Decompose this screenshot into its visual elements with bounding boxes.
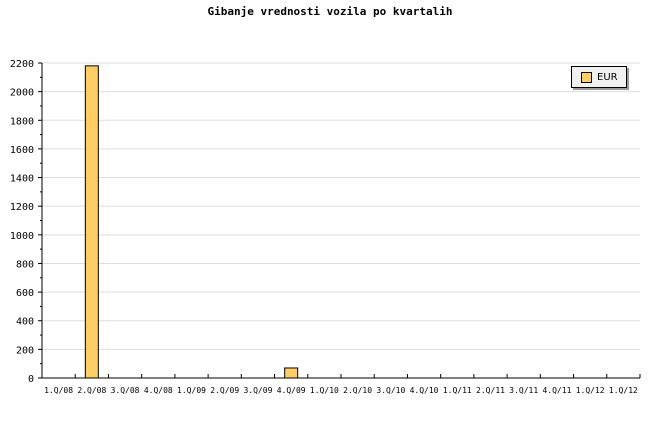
x-tick-label: 4.Q/08 [144,386,173,395]
x-tick-label: 1.Q/12 [609,386,638,395]
y-tick-label: 0 [28,374,34,385]
y-tick-label: 800 [16,259,34,270]
x-tick-label: 2.Q/08 [77,386,106,395]
x-tick-label: 3.Q/11 [509,386,538,395]
y-tick-label: 1200 [10,202,34,213]
x-tick-label: 1.Q/12 [576,386,605,395]
x-tick-label: 2.Q/10 [343,386,372,395]
bar [284,367,299,379]
x-tick-label: 1.Q/11 [443,386,472,395]
x-tick-label: 3.Q/09 [243,386,272,395]
y-tick-label: 400 [16,317,34,328]
y-tick-label: 1800 [10,116,34,127]
x-tick-label: 1.Q/09 [177,386,206,395]
bar [84,65,99,379]
y-tick-label: 200 [16,345,34,356]
x-tick-label: 4.Q/11 [542,386,571,395]
y-tick-label: 1600 [10,145,34,156]
legend-label-eur: EUR [597,71,618,83]
x-tick-label: 3.Q/08 [111,386,140,395]
y-tick-label: 1000 [10,231,34,242]
legend: EUR [571,66,627,88]
y-tick-label: 2200 [10,59,34,70]
x-tick-label: 3.Q/10 [376,386,405,395]
legend-swatch-eur [581,71,592,83]
x-tick-label: 2.Q/09 [210,386,239,395]
y-tick-label: 1400 [10,174,34,185]
x-tick-label: 1.Q/08 [44,386,73,395]
y-tick-label: 600 [16,288,34,299]
x-tick-label: 4.Q/09 [277,386,306,395]
x-tick-label: 1.Q/10 [310,386,339,395]
y-tick-label: 2000 [10,88,34,99]
chart-title: Gibanje vrednosti vozila po kvartalih [207,5,453,18]
x-tick-label: 2.Q/11 [476,386,505,395]
x-tick-label: 4.Q/10 [410,386,439,395]
